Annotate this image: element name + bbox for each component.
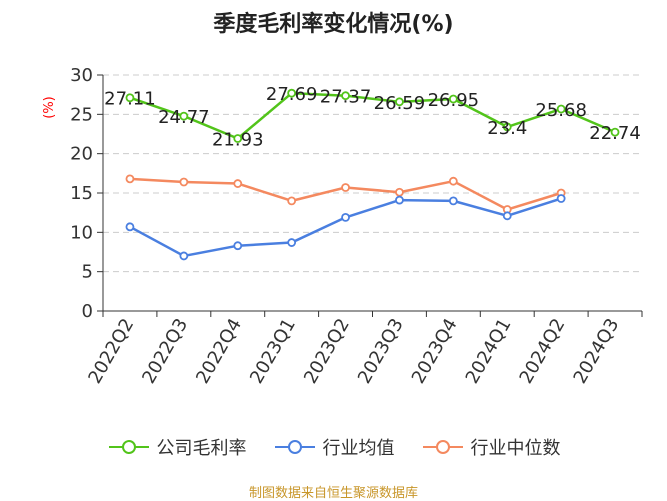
legend-item: 行业均值: [273, 434, 395, 460]
y-tick-label: 15: [70, 183, 93, 204]
data-point: [395, 195, 404, 205]
legend-swatch-marker: [287, 440, 302, 454]
chart-title: 季度毛利率变化情况(%): [213, 12, 454, 37]
data-point: [233, 179, 243, 188]
data-label: 24.77: [158, 107, 210, 128]
y-tick-label: 10: [70, 222, 93, 243]
series-layer: [125, 88, 620, 261]
data-point: [395, 97, 404, 107]
data-label: 23.4: [487, 118, 527, 139]
data-point: [341, 183, 350, 192]
series-line: [129, 197, 562, 258]
legend-swatch-marker: [435, 440, 450, 454]
x-tick-label: 2024Q2: [516, 315, 570, 387]
data-point: [341, 91, 350, 101]
x-tick-label: 2022Q4: [192, 315, 246, 387]
data-point: [233, 241, 243, 251]
data-point: [125, 174, 135, 184]
legend: 公司毛利率 行业均值 行业中位数: [0, 434, 667, 460]
x-tick-label: 2023Q2: [300, 315, 354, 387]
data-point: [179, 111, 189, 121]
data-point: [448, 94, 458, 104]
data-point: [287, 238, 297, 247]
x-tick-label: 2024Q3: [569, 315, 623, 387]
data-point: [502, 122, 512, 132]
x-tick-label: 2023Q3: [354, 315, 408, 387]
legend-label: 行业均值: [322, 438, 395, 459]
legend-swatch: [108, 440, 149, 454]
data-point: [125, 93, 135, 103]
data-point: [179, 177, 189, 187]
data-label: 25.68: [535, 100, 587, 121]
series-line: [129, 91, 616, 140]
data-label: 26.59: [374, 93, 426, 114]
data-point: [556, 194, 566, 203]
data-label: 22.74: [589, 123, 641, 144]
data-point: [395, 187, 404, 197]
x-tick-label: 2023Q1: [246, 315, 300, 387]
data-point: [502, 211, 512, 221]
legend-swatch: [274, 440, 315, 454]
data-point: [341, 212, 350, 222]
y-tick-label: 20: [70, 144, 93, 165]
legend-swatch: [422, 440, 463, 454]
y-tick-label: 0: [82, 301, 93, 322]
x-tick-label: 2022Q2: [84, 315, 138, 387]
data-point: [287, 88, 297, 98]
x-tick-label: 2024Q1: [462, 315, 516, 387]
y-tick-label: 5: [82, 262, 93, 283]
legend-label: 公司毛利率: [156, 438, 247, 459]
y-tick-label: 25: [70, 104, 93, 125]
data-label: 27.37: [320, 87, 372, 108]
data-point: [125, 222, 135, 232]
data-point: [448, 176, 458, 186]
data-label: 26.95: [428, 90, 480, 111]
x-tick-label: 2022Q3: [138, 315, 192, 387]
data-label: 27.69: [266, 84, 318, 105]
source-note: 制图数据来自恒生聚源数据库: [248, 486, 418, 501]
data-point: [179, 251, 189, 261]
data-point: [610, 127, 620, 137]
y-tick-label: 30: [70, 65, 93, 86]
data-point: [287, 196, 297, 206]
data-point: [448, 196, 458, 206]
legend-item: 行业中位数: [421, 434, 561, 460]
legend-item: 公司毛利率: [107, 434, 247, 460]
legend-swatch-marker: [121, 440, 136, 454]
legend-label: 行业中位数: [470, 438, 561, 459]
data-point: [556, 104, 566, 114]
data-label: 27.11: [104, 89, 156, 110]
x-tick-label: 2023Q4: [408, 315, 462, 387]
data-label: 21.93: [212, 129, 264, 150]
data-point: [233, 134, 243, 143]
